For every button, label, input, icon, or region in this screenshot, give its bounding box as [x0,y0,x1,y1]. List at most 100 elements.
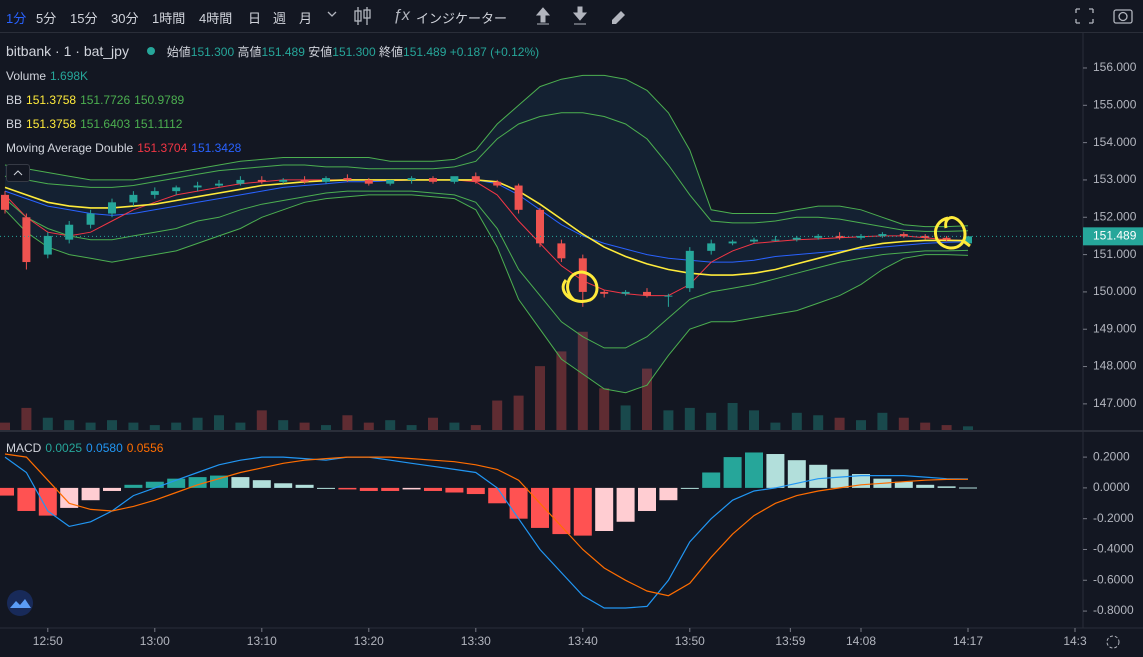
macd-histogram-bar [680,487,699,489]
ohlc-label: 始値 [166,45,191,59]
macd-histogram-bar [894,481,913,488]
candle-body [193,185,202,188]
interval[interactable]: 1分 [6,11,27,26]
interval[interactable]: 月 [299,11,313,26]
volume-bar [834,417,845,430]
volume-bar [513,395,524,430]
candle-body [878,234,887,236]
macd-line [4,456,969,609]
eraser-icon[interactable] [612,11,625,24]
indicator-value: 151.7726 [80,93,131,107]
macd-histogram-bar [124,484,143,488]
macd-histogram-bar [231,477,250,488]
x-tick-label: 14:08 [846,634,876,648]
macd-histogram-bar [295,484,314,488]
indicator-label: Moving Average Double [6,141,134,155]
legend-row: BB 151.3758 151.7726 150.9789 [6,93,184,107]
y-tick-label: 147.000 [1093,396,1137,410]
x-tick-label: 14:3 [1063,634,1087,648]
fx-icon[interactable]: ƒx [393,7,411,24]
macd-histogram-bar [809,464,828,488]
indicators-button[interactable]: インジケーター [416,11,508,26]
y-tick-label: 151.000 [1093,247,1137,261]
macd-histogram-bar [466,487,485,495]
indicator-value: 151.3704 [137,141,188,155]
volume-bar [770,422,781,430]
candle-body [364,179,373,184]
candle-body [172,187,181,192]
volume-bar [385,420,396,430]
dropdown-icon [327,11,337,17]
macd-histogram-bar [659,487,678,501]
volume-bar [192,417,203,430]
candle-body [215,183,223,186]
volume-bar [706,412,717,430]
macd-histogram-bar [638,487,656,511]
y-tick-label: 153.000 [1093,172,1137,186]
volume-bar [0,422,10,430]
screenshot-icon[interactable] [1113,9,1133,24]
volume-bar [856,420,866,430]
y-tick-label: 150.000 [1093,284,1137,298]
volume-value: 1.698K [50,69,89,83]
ohlc: 始値151.300 高値151.489 安値151.300 終値151.489 … [167,45,539,59]
chevron [13,170,23,176]
toolbar: 1分 5分 15分 30分 1時間 4時間 日 週 月 インジケーター ƒx [0,0,1143,33]
interval[interactable]: 4時間 [199,11,233,26]
candle-body [942,237,951,240]
volume-label: Volume [6,69,47,83]
macd-histogram-bar [787,460,806,488]
candle-body [322,178,330,182]
indicator-value: 151.3428 [191,141,242,155]
macd-histogram-bar [210,475,228,488]
collapse-legend[interactable] [6,164,30,182]
macd-histogram-bar [145,481,164,488]
ohlc-value: 151.300 [190,45,235,59]
y-tick-label: -0.4000 [1093,542,1134,556]
macd-histogram-bar [381,487,400,491]
macd-histogram-bar [488,487,507,504]
interval[interactable]: 15分 [70,11,98,26]
indicator-value: 151.1112 [134,117,183,131]
candle-body [407,178,416,180]
volume-bar [727,402,738,430]
macd-histogram-bar [81,487,100,501]
y-tick-label: -0.2000 [1093,511,1134,525]
candle-body [792,237,801,240]
fullscreen-icon[interactable] [1075,8,1094,24]
volume-bar [128,422,139,430]
macd-histogram-bar [402,487,421,490]
chart-type-icon[interactable] [354,7,371,25]
candle-body [150,191,159,195]
legend-row: Moving Average Double 151.3704 151.3428 [6,141,241,155]
download-icon[interactable] [572,6,588,25]
y-tick-label: -0.8000 [1093,603,1134,617]
candle-body [964,236,972,244]
symbol: bitbank · 1 · bat_jpy [6,43,129,59]
x-tick-label: 13:20 [354,634,384,648]
ohlc-label: 安値 [308,45,333,59]
ohlc-value: 151.489 [403,45,447,59]
volume-bar [342,415,353,430]
macd-histogram-bar [60,487,79,508]
x-tick-label: 14:17 [953,634,983,648]
macd-value: 0.0025 [45,441,83,455]
interval[interactable]: 1時間 [152,11,186,26]
legend-row: Volume 1.698K [6,69,88,83]
candle-body [279,179,288,182]
band-fill [5,75,968,393]
interval[interactable]: 30分 [111,11,139,26]
candle-body [685,250,694,289]
volume-bar [920,422,931,430]
indicator-value: 151.3758 [26,117,77,131]
volume-bar [256,410,267,430]
y-tick-label: 155.000 [1093,97,1137,111]
macd-histogram-bar [573,487,592,536]
interval[interactable]: 5分 [36,11,57,26]
candle-body [65,224,74,240]
interval[interactable]: 日 [248,11,262,26]
upload-icon[interactable] [535,7,551,25]
candle-body [450,176,459,182]
x-tick-label: 13:30 [461,634,491,648]
interval[interactable]: 週 [273,11,287,26]
